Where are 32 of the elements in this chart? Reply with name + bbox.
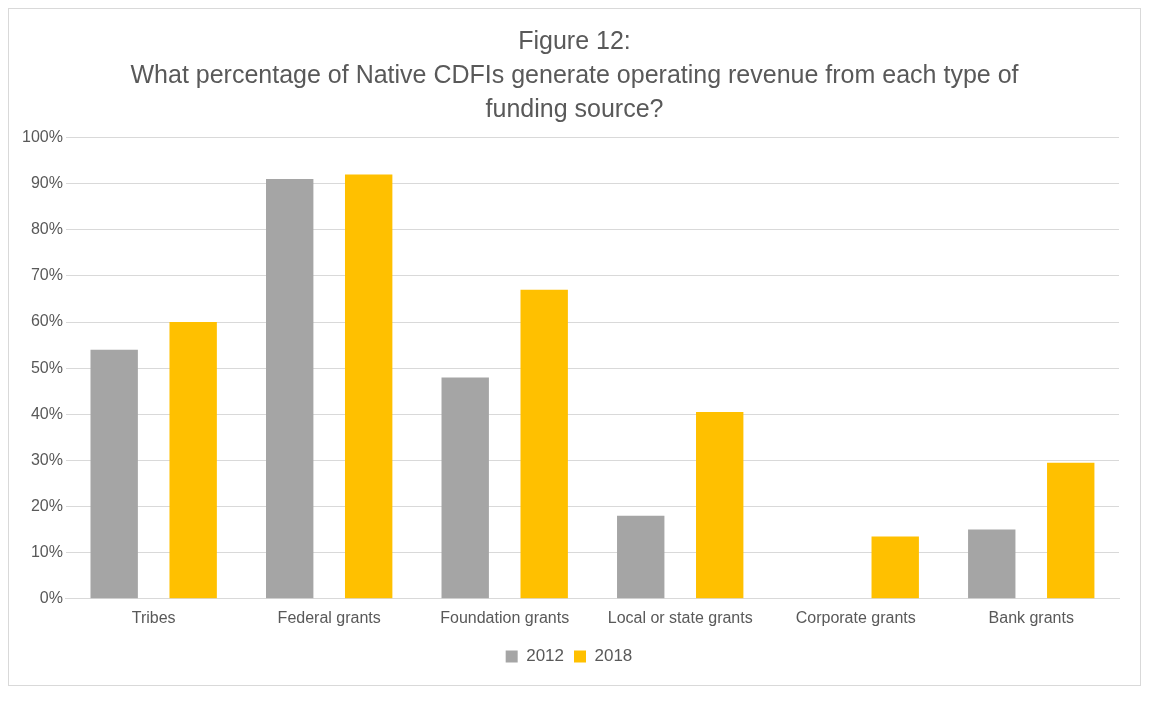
- y-tick-label: 30%: [30, 450, 63, 468]
- bar: [90, 349, 138, 599]
- x-tick-label: Tribes: [131, 608, 176, 626]
- x-tick-label: Corporate grants: [795, 608, 916, 626]
- y-tick-label: 60%: [30, 312, 63, 330]
- bar: [696, 412, 744, 599]
- y-tick-label: 40%: [30, 404, 63, 422]
- chart-title: Figure 12:: [517, 25, 632, 56]
- y-tick-label: 70%: [30, 266, 63, 284]
- bar: [169, 322, 217, 599]
- y-tick-label: 100%: [22, 128, 63, 146]
- x-tick-label: Foundation grants: [440, 608, 570, 626]
- bar: [441, 377, 489, 599]
- bar: [1047, 462, 1095, 599]
- bar: [266, 179, 314, 599]
- y-tick-label: 10%: [30, 543, 63, 561]
- bar: [520, 289, 568, 599]
- x-tick-label: Federal grants: [277, 608, 381, 626]
- bar: [344, 174, 393, 599]
- legend-label: 2012: [526, 646, 565, 666]
- y-tick-label: 0%: [39, 589, 63, 607]
- y-tick-label: 80%: [30, 220, 63, 238]
- y-tick-label: 90%: [30, 174, 63, 192]
- bar: [968, 529, 1016, 599]
- y-tick-label: 20%: [30, 496, 63, 514]
- bar: [617, 515, 665, 599]
- bar: [871, 536, 919, 599]
- chart-subtitle: What percentage of Native CDFIs generate operating revenue from each type of funding source?: [129, 59, 1020, 124]
- legend-label: 2018: [594, 646, 633, 666]
- x-tick-label: Bank grants: [988, 608, 1074, 626]
- y-tick-label: 50%: [30, 358, 63, 376]
- x-tick-label: Local or state grants: [607, 608, 753, 626]
